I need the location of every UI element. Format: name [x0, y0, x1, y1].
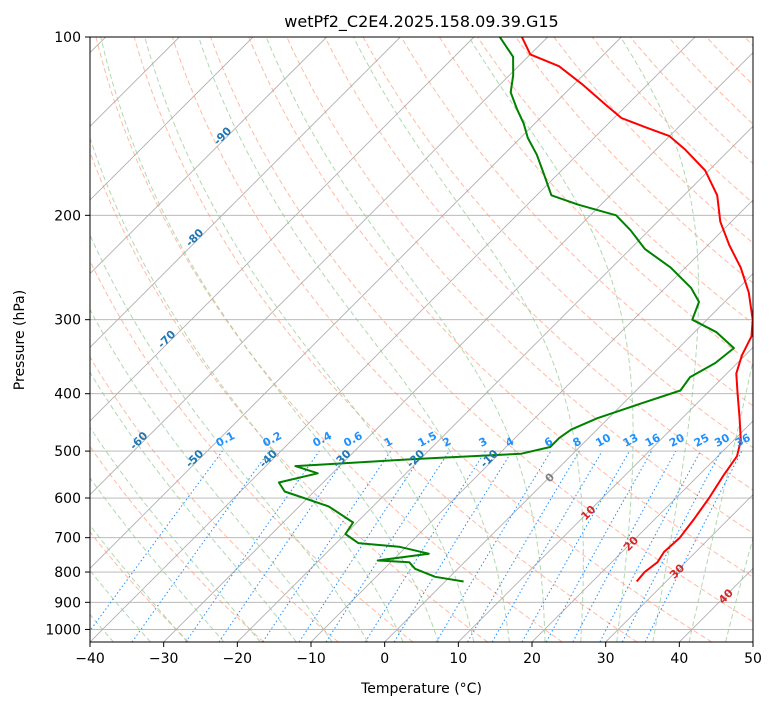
x-tick-label: 10 — [449, 651, 467, 667]
mixing-ratio-line — [131, 450, 270, 642]
axes: −40 −30 −20 −10 0 10 20 30 40 50 100 200 300 400 500 60… — [45, 30, 762, 667]
mixing-ratio-line — [90, 450, 223, 632]
chart-title: wetPf2_C2E4.2025.158.09.39.G15 — [284, 12, 558, 32]
isotherm-line — [90, 37, 475, 422]
dry-adiabat — [210, 37, 753, 623]
moist-adiabat — [90, 233, 369, 642]
isotherm-line — [90, 37, 548, 496]
mixing-ratio-line — [644, 450, 743, 642]
isotherm-line — [90, 37, 327, 275]
dry-adiabat — [400, 37, 753, 407]
y-tick-label: 800 — [54, 565, 81, 581]
moist-adiabat — [90, 426, 261, 642]
y-tick-label: 300 — [54, 313, 81, 329]
x-tick-label: −20 — [223, 651, 253, 667]
x-tick-label: −30 — [149, 651, 179, 667]
moist-adiabat — [90, 477, 225, 642]
y-tick-label: 100 — [54, 30, 81, 46]
moist-adiabat — [353, 37, 584, 642]
x-tick-label: −10 — [296, 651, 326, 667]
mixing-ratio-label: 13 — [621, 431, 641, 450]
y-axis-label: Pressure (hPa) — [12, 290, 28, 390]
y-tick-label: 400 — [54, 387, 81, 403]
dry-adiabat — [95, 37, 563, 642]
y-tick-label: 200 — [54, 208, 81, 224]
dry-adiabat — [171, 37, 712, 642]
mixing-ratio-label: 30 — [712, 431, 732, 450]
moist-adiabat — [90, 136, 404, 642]
mixing-ratio-label: 10 — [593, 431, 613, 450]
mixing-ratio-line — [218, 450, 351, 642]
dry-adiabat — [90, 531, 190, 642]
isotherm-line — [90, 37, 622, 569]
dry-adiabat — [90, 259, 414, 642]
moist-adiabat — [688, 358, 753, 642]
x-tick-label: 40 — [670, 651, 688, 667]
y-tick-label: 600 — [54, 491, 81, 507]
isotherm-line — [384, 273, 753, 642]
moist-adiabat — [100, 37, 439, 642]
dry-adiabat — [90, 356, 339, 642]
mixing-ratio-line — [572, 450, 677, 642]
dewpoint-profile-line — [277, 37, 735, 583]
isotherm-line — [458, 346, 753, 642]
x-tick-label: −40 — [75, 651, 105, 667]
isotherm-line — [605, 494, 753, 642]
isotherm-line — [90, 37, 696, 642]
x-tick-label: 30 — [597, 651, 615, 667]
y-tick-label: 500 — [54, 444, 81, 460]
moist-adiabat — [144, 37, 475, 642]
dry-adiabat — [90, 445, 264, 642]
dry-adiabat — [90, 150, 488, 642]
mixing-ratio-label: 36 — [733, 431, 753, 450]
y-tick-label: 900 — [54, 595, 81, 611]
mixing-ratio-line — [325, 450, 450, 642]
moist-adiabat — [265, 37, 546, 642]
moist-adiabat — [198, 37, 510, 642]
plot-frame — [89, 36, 754, 643]
isotherm-line — [90, 37, 254, 201]
isotherm-line — [237, 125, 753, 642]
y-tick-label: 700 — [54, 531, 81, 547]
dry-adiabat — [248, 37, 753, 578]
mixing-ratio-label: 16 — [643, 431, 663, 450]
isotherm-line — [163, 52, 753, 642]
x-tick-label: 20 — [523, 651, 541, 667]
x-tick-label: 50 — [744, 651, 762, 667]
dry-adiabat — [133, 37, 638, 642]
mixing-ratio-line — [298, 450, 425, 642]
dry-adiabat — [438, 37, 753, 366]
mixing-ratio-line — [393, 450, 513, 642]
mixing-ratio-line — [262, 450, 392, 642]
y-tick-label: 1000 — [45, 622, 81, 638]
isotherm-line — [531, 420, 753, 642]
moist-adiabat — [620, 37, 700, 642]
background-grid — [90, 37, 753, 642]
moist-adiabat — [90, 308, 333, 642]
dry-adiabat — [324, 37, 753, 491]
isotherm-line — [90, 37, 401, 348]
moist-adiabat — [725, 536, 753, 642]
mixing-ratio-label: 20 — [667, 431, 687, 450]
x-axis-label: Temperature (°C) — [360, 681, 482, 697]
mixing-ratio-line — [545, 450, 653, 642]
mixing-ratio-line — [185, 450, 320, 642]
mixing-ratio-label: 25 — [692, 431, 712, 450]
mixing-ratio-line — [521, 450, 630, 642]
dry-adiabat — [515, 37, 753, 284]
x-tick-label: 0 — [380, 651, 389, 667]
